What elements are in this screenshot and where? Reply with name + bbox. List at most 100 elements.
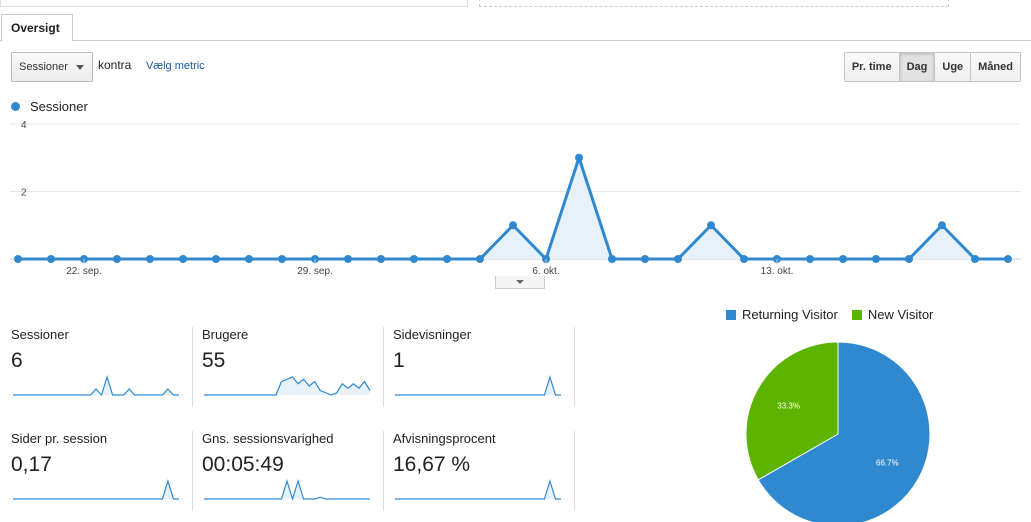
data-point: [674, 255, 682, 263]
pie-slice: [757, 342, 931, 522]
data-point: [905, 255, 913, 263]
metric-label: Afvisningsprocent: [393, 431, 496, 446]
metric-value: 55: [202, 349, 226, 372]
top-panel-left: [0, 0, 468, 7]
pie-legend: Returning Visitor New Visitor: [726, 307, 933, 322]
y-tick-label: 4: [21, 120, 27, 131]
x-tick-label: 13. okt.: [761, 266, 794, 277]
y-tick-label: 2: [21, 188, 27, 199]
top-panel-right: [479, 0, 949, 7]
metric-scorecard[interactable]: Brugere 55: [202, 327, 384, 407]
metric-label: Sidevisninger: [393, 327, 472, 342]
data-point: [212, 255, 220, 263]
tab-bar: Oversigt: [0, 14, 1031, 42]
new-swatch: [851, 310, 862, 320]
data-point: [575, 153, 583, 162]
metric-value: 1: [393, 349, 405, 372]
metric-sparkline: [204, 376, 371, 396]
data-point: [707, 221, 715, 230]
metric-value: 0,17: [11, 453, 52, 476]
data-point: [47, 255, 55, 263]
sessions-line-chart: 4 2 22. sep. 29. sep. 6. okt. 13. okt.: [10, 120, 1021, 277]
series-dot-icon: [11, 102, 20, 111]
metric-scorecard[interactable]: Sessioner 6: [11, 327, 193, 407]
pie-legend-returning-label: Returning Visitor: [742, 307, 838, 322]
collapse-chart-toggle[interactable]: [495, 276, 545, 289]
data-point: [179, 255, 187, 263]
sparkline-area: [13, 481, 179, 499]
x-tick-label: 29. sep.: [297, 266, 333, 277]
data-point: [971, 255, 979, 263]
metric-label: Sessioner: [11, 327, 69, 342]
data-point: [278, 255, 286, 263]
choose-metric-link[interactable]: Vælg metric: [146, 60, 205, 72]
sparkline-line: [204, 376, 371, 396]
sparkline-area: [13, 377, 179, 395]
pie-legend-returning[interactable]: Returning Visitor: [726, 307, 838, 322]
data-point: [443, 255, 451, 263]
chart-legend[interactable]: Sessioner: [11, 99, 88, 114]
returning-swatch: [726, 310, 736, 320]
metric-sparkline: [395, 478, 561, 500]
metric-scorecard[interactable]: Gns. sessionsvarighed 00:05:49: [202, 431, 384, 511]
tab-overview[interactable]: Oversigt: [1, 14, 73, 42]
granularity-day-button[interactable]: Dag: [899, 53, 936, 81]
sparkline-area: [204, 377, 370, 395]
pie-legend-new-label: New Visitor: [867, 307, 934, 322]
metric-sparkline: [395, 374, 561, 396]
granularity-week-button[interactable]: Uge: [935, 53, 972, 81]
data-point: [1004, 255, 1012, 263]
data-point: [113, 255, 121, 263]
metric-sparkline: [13, 374, 179, 397]
metric-scorecard[interactable]: Sider pr. session 0,17: [11, 431, 193, 511]
data-point: [608, 255, 616, 263]
sparkline-area: [395, 481, 561, 499]
granularity-buttons: Pr. time Dag Uge Måned: [843, 52, 1021, 82]
data-point: [839, 255, 847, 263]
chevron-down-icon: [76, 65, 84, 70]
data-point: [806, 255, 814, 263]
data-point: [245, 255, 253, 263]
sparkline-line: [13, 478, 179, 500]
series-area: [18, 157, 1008, 259]
metric-value: 16,67 %: [393, 453, 471, 476]
sparkline-area: [204, 481, 370, 499]
metric-label: Gns. sessionsvarighed: [202, 431, 334, 446]
data-point: [146, 255, 154, 263]
metric-value: 00:05:49: [202, 453, 284, 476]
granularity-month-button[interactable]: Måned: [971, 53, 1020, 81]
sparkline-line: [395, 478, 561, 500]
top-panels: [0, 0, 1031, 8]
metric-scorecard[interactable]: Sidevisninger 1: [393, 327, 575, 407]
data-point: [872, 255, 880, 263]
pie-slice: [745, 342, 839, 481]
visitor-type-pie-chart: 66.7% 33.3%: [745, 342, 931, 522]
metric-sparkline: [204, 478, 370, 501]
metric-label: Brugere: [202, 327, 249, 342]
sparkline-line: [13, 374, 179, 397]
data-point: [509, 221, 517, 230]
triangle-down-icon: [516, 280, 524, 284]
data-point: [641, 255, 649, 263]
metric-select-value: Sessioner: [19, 61, 68, 73]
x-tick-label: 6. okt.: [532, 266, 559, 277]
sparkline-area: [395, 377, 561, 395]
versus-label: kontra: [98, 58, 132, 72]
data-point: [377, 255, 385, 263]
metric-sparkline: [13, 478, 179, 500]
data-point: [410, 255, 418, 263]
x-tick-label: 22. sep.: [66, 266, 102, 277]
granularity-hour-button[interactable]: Pr. time: [844, 53, 900, 81]
data-point: [740, 255, 748, 263]
data-point: [476, 255, 484, 263]
metric-select[interactable]: Sessioner: [11, 52, 93, 82]
metric-scorecard[interactable]: Afvisningsprocent 16,67 %: [393, 431, 575, 511]
legend-series-label: Sessioner: [30, 99, 88, 114]
pie-slice-label: 33.3%: [777, 401, 800, 410]
sparkline-line: [204, 478, 370, 501]
data-point: [344, 255, 352, 263]
pie-slice-label: 66.7%: [876, 459, 899, 468]
sparkline-line: [395, 374, 561, 396]
metric-value: 6: [11, 349, 23, 372]
pie-legend-new[interactable]: New Visitor: [851, 307, 934, 322]
